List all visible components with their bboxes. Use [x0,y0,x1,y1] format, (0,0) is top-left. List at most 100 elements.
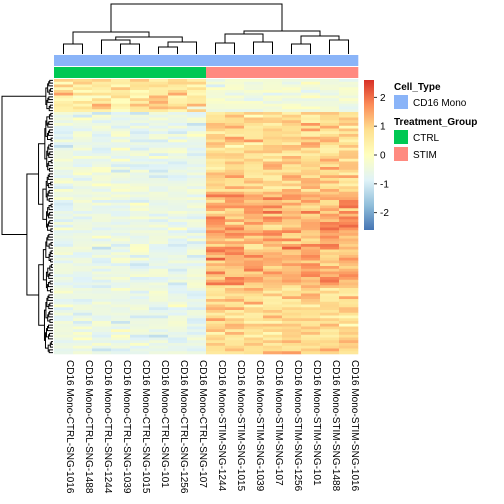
heatmap-cell [149,304,169,308]
heatmap-cell [339,197,359,201]
heatmap-cell [149,186,169,190]
heatmap-cell [263,334,283,338]
heatmap-cell [282,318,302,322]
heatmap-cell [187,178,207,182]
heatmap-cell [54,142,74,146]
heatmap-cell [282,194,302,198]
heatmap-cell [263,117,283,121]
heatmap-cell [73,310,93,314]
heatmap-cell [244,244,264,248]
dendrogram-branch [50,181,53,186]
heatmap-cell [92,222,112,226]
heatmap-cell [92,211,112,215]
heatmap-cell [225,340,245,344]
heatmap-cell [54,109,74,113]
heatmap-cell [301,307,321,311]
heatmap-cell [130,224,150,228]
heatmap-cell [244,197,264,201]
heatmap-cell [54,230,74,234]
heatmap-cell [73,329,93,333]
heatmap-cell [282,343,302,347]
heatmap-cell [244,90,264,94]
heatmap-cell [339,329,359,333]
heatmap-cell [320,307,340,311]
heatmap-cell [244,293,264,297]
heatmap-cell [339,315,359,319]
heatmap-cell [168,263,188,267]
heatmap-cell [301,134,321,138]
heatmap-cell [206,235,226,239]
heatmap-cell [149,334,169,338]
heatmap-cell [263,125,283,129]
heatmap-cell [339,323,359,327]
heatmap-cell [187,120,207,124]
heatmap-cell [187,266,207,270]
heatmap-cell [187,296,207,300]
heatmap-cell [130,288,150,292]
heatmap-cell [244,255,264,259]
heatmap-cell [130,147,150,151]
dendrogram-branch [47,282,53,288]
legend-swatch [394,95,408,109]
dendrogram-branch [50,159,53,164]
dendrogram-branch [50,288,53,293]
heatmap-cell [225,109,245,113]
heatmap-cell [73,244,93,248]
heatmap-cell [111,164,131,168]
heatmap-cell [206,183,226,187]
heatmap-cell [339,169,359,173]
heatmap-cell [244,186,264,190]
heatmap-cell [263,255,283,259]
heatmap-cell [339,351,359,355]
heatmap-cell [111,101,131,105]
heatmap-cell [282,186,302,190]
heatmap-cell [130,153,150,157]
heatmap-cell [168,219,188,223]
heatmap-cell [263,189,283,193]
column-labels: CD16 Mono-CTRL-SNG-1016 CD16 Mono-CTRL-SN… [64,360,360,494]
heatmap-cell [168,244,188,248]
heatmap-cell [301,101,321,105]
heatmap-cell [149,277,169,281]
heatmap-cell [92,323,112,327]
heatmap-cell [263,200,283,204]
heatmap-cell [168,142,188,146]
heatmap-cell [206,197,226,201]
dendrogram-branch [48,294,53,299]
heatmap-cell [149,153,169,157]
heatmap-cell [149,183,169,187]
heatmap-cell [130,117,150,121]
heatmap-cell [130,274,150,278]
heatmap-cell [282,282,302,286]
heatmap-cell [111,156,131,160]
heatmap-cell [339,167,359,171]
heatmap-cell [92,189,112,193]
heatmap-cell [149,211,169,215]
heatmap-cell [301,246,321,250]
heatmap-cell [206,274,226,278]
heatmap-cell [73,191,93,195]
heatmap-cell [244,222,264,226]
heatmap-cell [54,246,74,250]
heatmap-cell [320,227,340,231]
heatmap-cell [149,337,169,341]
heatmap-cell [187,175,207,179]
heatmap-cell [206,167,226,171]
cell-type-annotation [187,55,207,66]
treatment-group-annotation [73,67,93,78]
heatmap-cell [320,271,340,275]
heatmap-cell [282,103,302,107]
heatmap-cell [149,263,169,267]
heatmap-cell [111,271,131,275]
heatmap-cell [168,321,188,325]
heatmap-cell [339,81,359,85]
heatmap-cell [263,249,283,253]
heatmap-cell [168,164,188,168]
heatmap-cell [54,321,74,325]
heatmap-cell [339,92,359,96]
heatmap-cell [168,98,188,102]
heatmap-cell [263,315,283,319]
heatmap-cell [301,191,321,195]
heatmap-cell [244,266,264,270]
heatmap-cell [282,112,302,116]
